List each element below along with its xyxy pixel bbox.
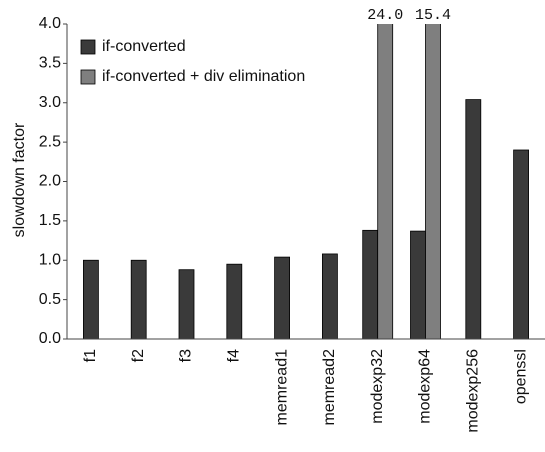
bar (425, 24, 441, 340)
legend-swatch (80, 39, 96, 55)
bar (362, 229, 379, 340)
bar (83, 259, 99, 340)
bar (465, 99, 482, 340)
value-label: 24.0 (367, 7, 403, 24)
legend-swatch (80, 69, 96, 85)
x-tick-label: f2 (130, 349, 147, 362)
bar (410, 230, 426, 340)
legend-label: if-converted (102, 38, 186, 55)
y-tick-label: 2.5 (39, 133, 61, 150)
y-tick-label: 1.0 (39, 251, 61, 268)
plot-area (83, 24, 529, 340)
y-tick-label: 4.0 (39, 15, 61, 32)
x-tick-label: f4 (226, 349, 243, 362)
value-label: 15.4 (415, 7, 451, 24)
y-axis-label: slowdown factor (11, 122, 28, 237)
bar (130, 259, 147, 340)
x-tick-label: memread1 (273, 349, 290, 426)
legend-label: if-converted + div elimination (102, 68, 305, 85)
x-tick-label: f3 (178, 349, 195, 362)
bar (513, 149, 529, 340)
y-tick-label: 3.0 (39, 94, 61, 111)
x-tick-label: f1 (82, 349, 99, 362)
x-tick-label: memread2 (321, 349, 338, 426)
y-tick-label: 3.5 (39, 55, 61, 72)
y-tick-label: 1.5 (39, 212, 61, 229)
y-tick-label: 0.0 (39, 330, 61, 347)
bar (377, 24, 394, 340)
y-tick-label: 2.0 (39, 173, 61, 190)
bar (178, 269, 195, 340)
x-tick-label: modexp64 (417, 349, 434, 424)
x-tick-label: modexp32 (369, 349, 386, 424)
x-tick-label: openssl (512, 349, 529, 404)
y-tick-label: 0.5 (39, 291, 61, 308)
bar (321, 253, 338, 340)
bar (274, 256, 291, 340)
x-tick-label: modexp256 (465, 349, 482, 433)
bar (226, 263, 243, 340)
